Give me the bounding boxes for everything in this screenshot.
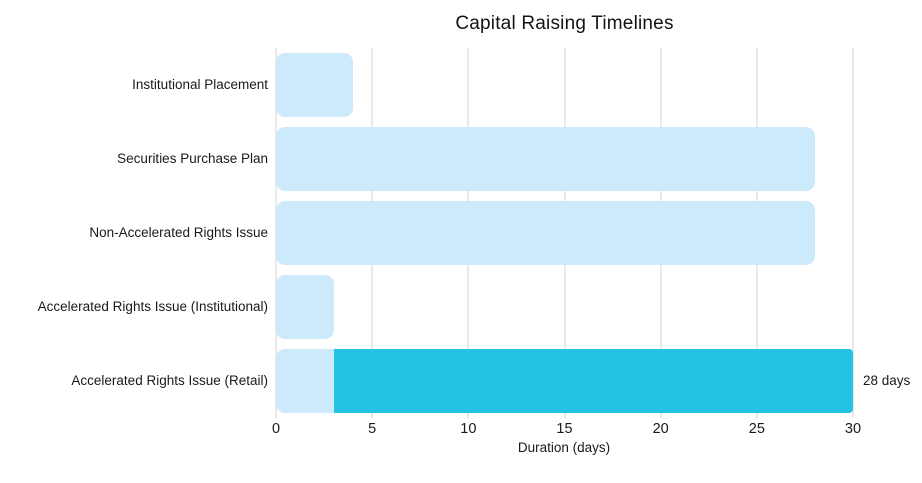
x-tick-label: 30 — [844, 421, 862, 437]
plot-area: 28 days — [275, 48, 922, 418]
bar-segment — [276, 53, 353, 117]
x-tick-label: 0 — [271, 421, 281, 437]
category-label: Accelerated Rights Issue (Institutional) — [37, 299, 268, 314]
bar-segment — [276, 127, 815, 191]
bar-segment — [333, 349, 853, 413]
x-tick-label: 20 — [652, 421, 669, 437]
bar-annotation: 28 days — [863, 373, 911, 388]
category-label: Accelerated Rights Issue (Retail) — [71, 373, 268, 388]
gridline-x-30 — [852, 48, 854, 418]
category-label: Institutional Placement — [132, 77, 268, 92]
category-label: Non-Accelerated Rights Issue — [89, 225, 268, 240]
bar-segment — [276, 201, 815, 265]
x-tick-label: 15 — [556, 421, 573, 437]
category-label: Securities Purchase Plan — [117, 151, 268, 166]
bar-segment — [276, 275, 334, 339]
chart-title: Capital Raising Timelines — [455, 13, 674, 34]
x-axis-title: Duration (days) — [517, 440, 611, 455]
x-tick-label: 5 — [368, 421, 377, 437]
x-tick-label: 25 — [748, 421, 765, 437]
x-tick-label: 10 — [460, 421, 477, 437]
bar-segment — [276, 349, 334, 413]
